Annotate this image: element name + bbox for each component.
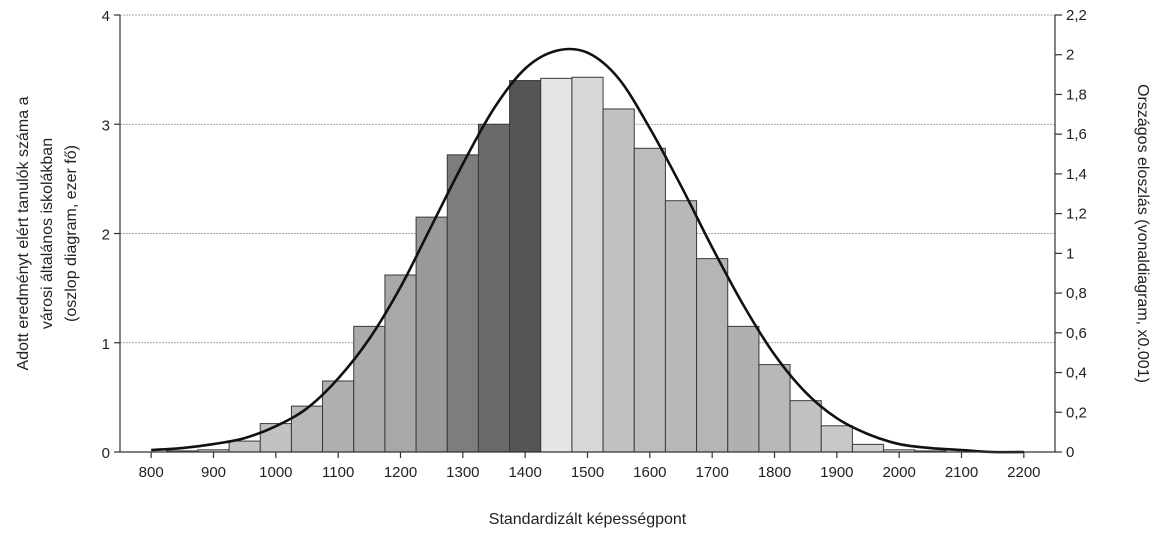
left-y-tick-label: 1 [102,336,110,353]
right-y-tick-label: 0,2 [1066,404,1087,421]
x-tick-label: 1300 [446,464,479,481]
bar [259,423,292,453]
left-y-axis-title: Adott eredményt elért tanulók száma a vá… [15,96,80,370]
bar [322,380,355,453]
x-tick-label: 1800 [758,464,791,481]
distribution-curve [151,47,1024,454]
bar [384,274,417,453]
left-y-tick-label: 2 [102,227,110,244]
bar [353,325,386,453]
left-y-axis-title-line-3: (oszlop diagram, ezer fő) [63,145,80,322]
x-tick-label: 2000 [882,464,915,481]
bar [477,123,511,453]
bar [415,216,448,453]
x-tick-label: 1000 [259,464,292,481]
bar [602,108,635,453]
x-tick-label: 1100 [322,464,354,481]
x-tick-label: 800 [139,464,164,481]
left-y-tick-label: 4 [102,8,110,25]
x-tick-label: 900 [201,464,226,481]
bar [758,364,791,453]
x-axis-title: Standardizált képességpont [489,511,687,528]
x-tick-label: 2200 [1007,464,1040,481]
bar [446,154,479,453]
x-tick-label: 1700 [695,464,728,481]
right-y-tick-label: 0,8 [1066,285,1087,302]
x-tick-label: 1500 [571,464,604,481]
right-y-tick-label: 1,4 [1066,166,1087,183]
x-tick-label: 2100 [945,464,978,481]
x-tick-label: 1200 [384,464,417,481]
bar [290,405,324,453]
right-y-tick-label: 0 [1066,444,1074,461]
left-y-axis-title-line-1: Adott eredményt elért tanulók száma a [15,96,32,370]
right-y-tick-label: 1 [1066,245,1074,262]
bar [789,400,822,453]
left-y-tick-label: 0 [102,445,110,462]
bar [696,258,729,453]
bar [820,425,853,453]
right-y-tick-label: 0,4 [1066,365,1087,382]
bar [851,443,885,453]
bar [571,76,604,453]
bar [633,147,666,453]
right-y-axis-title: Országos eloszlás (vonaldiagram, x0.001) [1134,84,1151,383]
tick-labels: 0 1 2 3 4 0 0,2 0,4 0,6 0,8 1 1,2 1,4 1,6 1,8 2 2,2 800 90… [102,7,1087,481]
bar [509,80,542,453]
bar [664,200,698,453]
right-y-tick-label: 2 [1066,47,1074,64]
x-tick-label: 1600 [633,464,666,481]
right-y-tick-label: 1,8 [1066,86,1087,103]
left-y-axis-title-line-2: városi általános iskolákban [39,138,56,329]
bar [727,325,760,453]
left-y-tick-label: 3 [102,117,110,134]
x-tick-label: 1400 [508,464,541,481]
right-y-tick-label: 1,6 [1066,126,1087,143]
x-tick-label: 1900 [820,464,853,481]
bar [228,440,261,453]
right-y-tick-label: 1,2 [1066,206,1087,223]
bar [540,77,573,453]
right-y-tick-label: 0,6 [1066,325,1087,342]
right-y-tick-label: 2,2 [1066,7,1087,24]
bar-series [166,76,947,453]
line-series [151,47,1024,454]
